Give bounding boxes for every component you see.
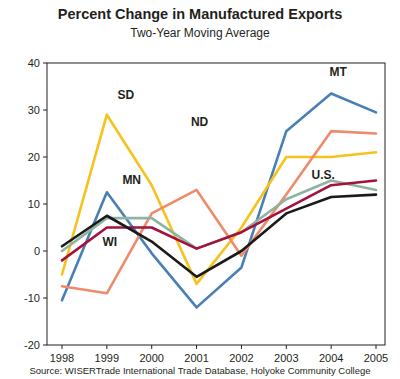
- plot-area: [62, 94, 376, 308]
- chart: Percent Change in Manufactured Exports Tw…: [0, 0, 400, 379]
- y-tick: [43, 204, 47, 205]
- plot-frame: [47, 63, 385, 345]
- y-tick-label: 20: [28, 151, 40, 163]
- y-tick-label: 0: [34, 245, 40, 257]
- x-tick: [196, 345, 197, 349]
- y-tick-label: -20: [24, 339, 40, 351]
- series-line: [62, 94, 376, 308]
- y-tick-label: 40: [28, 57, 40, 69]
- x-tick-label: 1999: [95, 352, 119, 364]
- x-tick: [151, 345, 152, 349]
- x-tick-label: 2004: [319, 352, 343, 364]
- y-tick: [43, 63, 47, 64]
- x-tick-label: 2002: [229, 352, 253, 364]
- y-tick: [43, 298, 47, 299]
- series-label: MN: [122, 173, 141, 187]
- series-label: MT: [329, 65, 347, 79]
- series-line: [62, 115, 376, 284]
- series-label: ND: [191, 115, 209, 129]
- y-tick: [43, 251, 47, 252]
- series-line: [62, 181, 376, 261]
- y-tick: [43, 345, 47, 346]
- x-tick-label: 1998: [50, 352, 74, 364]
- x-tick: [286, 345, 287, 349]
- x-tick: [62, 345, 63, 349]
- x-tick: [331, 345, 332, 349]
- x-tick: [106, 345, 107, 349]
- x-tick: [241, 345, 242, 349]
- x-tick-label: 2000: [139, 352, 163, 364]
- subtitle: Two-Year Moving Average: [130, 26, 270, 40]
- y-tick: [43, 157, 47, 158]
- title: Percent Change in Manufactured Exports: [58, 6, 342, 22]
- y-tick-label: 10: [28, 198, 40, 210]
- series-label: U.S.: [311, 168, 334, 182]
- series-line: [62, 131, 376, 293]
- series-label: WI: [103, 235, 118, 249]
- y-tick-label: 30: [28, 104, 40, 116]
- series-line: [62, 195, 376, 277]
- y-tick: [43, 110, 47, 111]
- x-tick-label: 2003: [274, 352, 298, 364]
- source-note: Source: WISERTrade International Trade D…: [29, 365, 370, 376]
- x-tick-label: 2005: [364, 352, 388, 364]
- x-tick-label: 2001: [184, 352, 208, 364]
- series-label: SD: [118, 88, 135, 102]
- x-tick: [376, 345, 377, 349]
- y-tick-label: -10: [24, 292, 40, 304]
